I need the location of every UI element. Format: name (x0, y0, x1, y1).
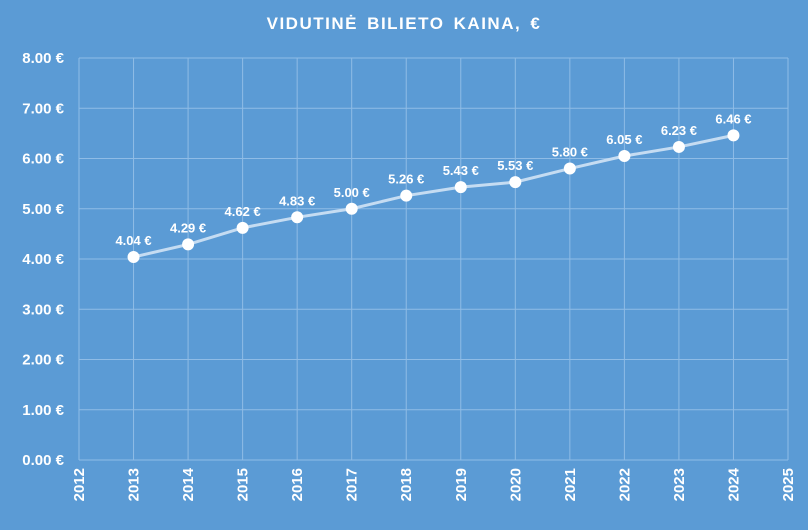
series-layer (127, 129, 740, 263)
data-label: 5.00 € (334, 185, 370, 200)
x-tick-label: 2018 (398, 468, 415, 501)
y-tick-label: 8.00 € (22, 50, 64, 67)
x-tick-label: 2013 (126, 468, 143, 501)
x-tick-label: 2015 (235, 468, 252, 501)
data-label: 4.04 € (115, 233, 151, 248)
data-point (727, 129, 740, 142)
x-tick-label: 2012 (71, 468, 88, 501)
data-label: 5.26 € (388, 172, 424, 187)
data-point (236, 221, 249, 234)
data-point (454, 181, 467, 194)
x-axis-ticks: 2012 2013 2014 2015 2016 2017 2018 2019 2020 2021… (71, 467, 797, 501)
y-tick-label: 0.00 € (22, 452, 64, 469)
data-point (182, 238, 195, 251)
chart-title: VIDUTINĖ BILIETO KAINA, € (266, 14, 542, 33)
y-tick-label: 3.00 € (22, 301, 64, 318)
data-label: 4.83 € (279, 193, 315, 208)
data-point (509, 176, 522, 189)
data-label: 6.23 € (661, 123, 697, 138)
x-tick-label: 2025 (780, 468, 797, 501)
y-tick-label: 1.00 € (22, 402, 64, 419)
data-labels: 4.04 € 4.29 € 4.62 € 4.83 € 5.00 € 5.26 € 5.43… (115, 111, 751, 248)
y-tick-label: 7.00 € (22, 100, 64, 117)
data-label: 5.53 € (497, 158, 533, 173)
x-tick-label: 2021 (562, 468, 579, 501)
x-tick-label: 2022 (616, 468, 633, 501)
y-tick-label: 6.00 € (22, 151, 64, 168)
gridlines (78, 57, 789, 461)
y-tick-label: 5.00 € (22, 201, 64, 218)
data-label: 4.62 € (225, 204, 261, 219)
y-tick-label: 4.00 € (22, 251, 64, 268)
data-label: 6.05 € (606, 132, 642, 147)
x-tick-label: 2017 (344, 468, 361, 501)
data-point (400, 189, 413, 202)
data-label: 6.46 € (715, 111, 751, 126)
data-point (291, 211, 304, 224)
data-point (618, 149, 631, 162)
data-point (563, 162, 576, 175)
data-point (672, 140, 685, 153)
data-label: 5.80 € (552, 145, 588, 160)
x-tick-label: 2024 (725, 467, 742, 501)
series-line (133, 133, 734, 259)
y-tick-label: 2.00 € (22, 352, 64, 369)
data-point (127, 250, 140, 263)
x-tick-label: 2019 (453, 468, 470, 501)
y-axis-ticks: 0.00 € 1.00 € 2.00 € 3.00 € 4.00 € 5.00 € 6.00… (22, 50, 64, 469)
data-label: 5.43 € (443, 163, 479, 178)
x-tick-label: 2014 (180, 467, 197, 501)
x-tick-label: 2020 (507, 468, 524, 501)
data-label: 4.29 € (170, 220, 206, 235)
x-tick-label: 2016 (289, 468, 306, 501)
data-point (345, 202, 358, 215)
x-tick-label: 2023 (671, 468, 688, 501)
